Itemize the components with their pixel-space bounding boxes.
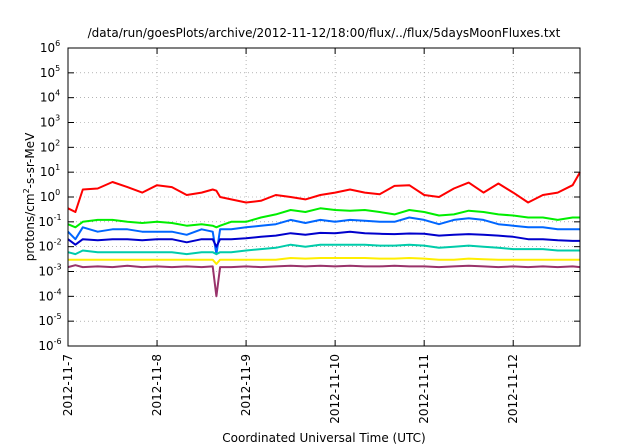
y-tick-label: 10-4	[38, 287, 61, 303]
x-tick-label: 2012-11-12	[506, 354, 520, 424]
x-tick-label: 2012-11-10	[328, 354, 342, 424]
y-tick-label: 102	[40, 138, 60, 154]
x-tick-label: 2012-11-11	[417, 354, 431, 424]
x-tick-label: 2012-11-7	[61, 354, 75, 416]
series-group	[67, 171, 581, 298]
y-tick-label: 10-5	[38, 312, 61, 328]
x-tick-label: 2012-11-9	[239, 354, 253, 416]
y-tick-label: 104	[40, 89, 60, 105]
x-axis-label: Coordinated Universal Time (UTC)	[222, 431, 425, 445]
series-line	[67, 230, 580, 248]
y-tick-label: 10-3	[38, 263, 61, 279]
series-line	[67, 243, 580, 256]
y-tick-label: 103	[40, 114, 60, 130]
ticks	[67, 47, 580, 347]
series-line	[67, 207, 580, 229]
y-tick-label: 101	[40, 163, 60, 179]
series-line	[67, 216, 580, 256]
y-tick-label: 10-1	[38, 213, 61, 229]
series-line	[68, 257, 580, 265]
y-tick-label: 100	[40, 188, 60, 204]
y-axis-label-suffix: -s-sr-MeV	[23, 132, 37, 188]
y-tick-label: 105	[40, 64, 60, 80]
y-tick-label: 106	[40, 39, 60, 55]
y-tick-labels: 10-6 10-5 10-4 10-3 10-2 10-1 100 101 102 103 104 1…	[38, 39, 61, 353]
series-line	[67, 264, 581, 298]
x-tick-labels: 2012-11-7 2012-11-8 2012-11-9 2012-11-10 201…	[61, 354, 520, 424]
y-axis-label: protons/cm2-s-sr-MeV	[22, 132, 37, 261]
y-axis-label-superscript: 2	[22, 188, 31, 193]
grid	[68, 48, 580, 346]
y-tick-label: 10-2	[38, 238, 61, 254]
y-axis-label-base: protons/cm	[23, 193, 37, 261]
y-tick-label: 10-6	[38, 337, 61, 353]
chart-title: /data/run/goesPlots/archive/2012-11-12/1…	[88, 26, 561, 40]
x-tick-label: 2012-11-8	[150, 354, 164, 416]
series-line	[67, 171, 581, 213]
